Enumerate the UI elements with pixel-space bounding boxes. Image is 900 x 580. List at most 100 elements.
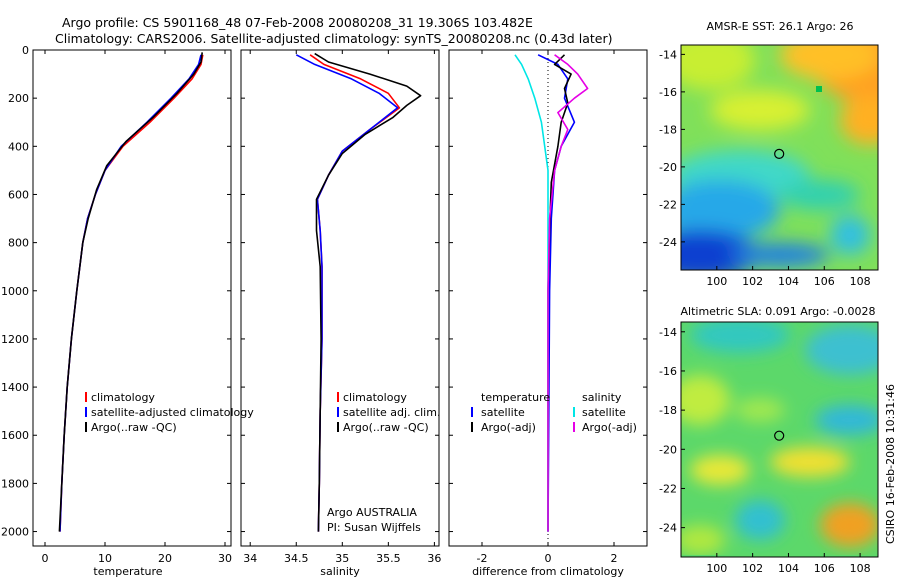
x-tick-label: 100 <box>706 275 727 288</box>
y-tick-label: -14 <box>659 48 677 61</box>
legend-label: Argo(..raw -QC) <box>343 421 429 434</box>
legend-label: Argo(-adj) <box>582 421 637 434</box>
legend-swatch-temp-satellite <box>471 407 473 417</box>
series-line <box>537 54 576 532</box>
y-tick-label: 200 <box>8 92 29 105</box>
legend-swatch-sal-argo <box>573 422 575 432</box>
x-tick-label: 104 <box>778 562 799 575</box>
x-tick-label: 35 <box>335 552 349 565</box>
figure-title-line1: Argo profile: CS 5901168_48 07-Feb-2008 … <box>62 15 533 30</box>
legend-label: satellite adj. clim. <box>343 406 440 419</box>
y-tick-label: -18 <box>659 404 677 417</box>
legend-label: climatology <box>343 391 407 404</box>
float-location-marker <box>774 148 785 159</box>
legend-swatch-argo <box>337 422 339 432</box>
y-tick-label: -20 <box>659 443 677 456</box>
x-tick-label: 0 <box>42 552 49 565</box>
legend-swatch-temp-argo <box>471 422 473 432</box>
x-tick-label: 102 <box>742 275 763 288</box>
series-line <box>59 54 202 532</box>
y-tick-label: 400 <box>8 140 29 153</box>
y-tick-label: 2000 <box>1 526 29 539</box>
y-tick-label: -14 <box>659 326 677 339</box>
y-tick-label: 1000 <box>1 285 29 298</box>
x-tick-label: 10 <box>98 552 112 565</box>
y-tick-label: -20 <box>659 161 677 174</box>
figure-title-line2: Climatology: CARS2006. Satellite-adjuste… <box>55 31 612 46</box>
salinity-xlabel: salinity <box>320 565 360 578</box>
legend-swatch-satellite <box>337 407 339 417</box>
x-tick-label: 104 <box>778 275 799 288</box>
y-tick-label: 1400 <box>1 381 29 394</box>
x-tick-label: 20 <box>158 552 172 565</box>
sst-map-title: AMSR-E SST: 26.1 Argo: 26 <box>706 20 853 33</box>
y-tick-label: -16 <box>659 86 677 99</box>
sst-map-field <box>681 45 878 270</box>
sst-map-frame <box>680 44 879 271</box>
series-line <box>295 54 399 532</box>
legend-label: satellite <box>481 406 525 419</box>
x-tick-label: 35.5 <box>376 552 401 565</box>
sla-map-axes: 100 102 104 106 108 -14 -16 -18 -20 -22 -24 <box>659 326 871 575</box>
x-tick-label: 106 <box>814 275 835 288</box>
series-line <box>59 54 204 532</box>
x-tick-label: 108 <box>850 275 871 288</box>
y-tick-label: 800 <box>8 237 29 250</box>
legend-swatch-argo <box>85 422 87 432</box>
temperature-panel-frame <box>32 49 232 547</box>
y-tick-label: 1600 <box>1 429 29 442</box>
x-tick-label: 2 <box>611 552 618 565</box>
y-tick-label: -24 <box>659 522 677 535</box>
difference-xlabel: difference from climatology <box>472 565 624 578</box>
sst-map-axes: 100 102 104 106 108 -14 -16 -18 -20 -22 -24 <box>659 48 871 288</box>
series-line <box>514 54 549 532</box>
y-tick-label: -16 <box>659 365 677 378</box>
legend-label: satellite-adjusted climatology <box>91 406 254 419</box>
y-tick-label: 0 <box>22 44 29 57</box>
x-tick-label: 100 <box>706 562 727 575</box>
series-line <box>309 54 401 532</box>
legend-label: Argo(-adj) <box>481 421 536 434</box>
float-location-marker <box>774 430 785 441</box>
y-tick-label: -22 <box>659 482 677 495</box>
x-tick-label: 106 <box>814 562 835 575</box>
sla-map-field <box>681 322 878 557</box>
sla-map-frame <box>680 321 879 558</box>
legend-swatch-satellite <box>85 407 87 417</box>
temperature-plot: 0 10 20 30 0 200 400 600 800 1000 1200 1400 1600 1800… <box>1 44 232 565</box>
legend-label: Argo(..raw -QC) <box>91 421 177 434</box>
difference-legend: temperature satellite Argo(-adj) salinit… <box>471 391 637 434</box>
y-tick-label: 1200 <box>1 333 29 346</box>
legend-temperature-title: temperature <box>481 391 550 404</box>
y-tick-label: -24 <box>659 236 677 249</box>
salinity-legend: climatology satellite adj. clim. Argo(..… <box>337 391 440 434</box>
x-tick-label: 102 <box>742 562 763 575</box>
salinity-panel-frame <box>240 49 440 547</box>
x-tick-label: 34.5 <box>284 552 309 565</box>
legend-label: climatology <box>91 391 155 404</box>
y-tick-label: 600 <box>8 188 29 201</box>
x-tick-label: 108 <box>850 562 871 575</box>
legend-label: satellite <box>582 406 626 419</box>
difference-plot: -2 0 2 <box>449 49 647 565</box>
series-line <box>547 54 572 532</box>
temperature-legend: climatology satellite-adjusted climatolo… <box>85 391 254 434</box>
x-tick-label: 36 <box>427 552 441 565</box>
legend-swatch-climatology <box>85 392 87 402</box>
float-pi-annotation: PI: Susan Wijffels <box>327 521 421 534</box>
temperature-xlabel: temperature <box>93 565 162 578</box>
x-tick-label: -2 <box>477 552 488 565</box>
x-tick-label: 0 <box>545 552 552 565</box>
series-line <box>547 54 589 532</box>
float-program-annotation: Argo AUSTRALIA <box>327 506 417 519</box>
sla-map-title: Altimetric SLA: 0.091 Argo: -0.0028 <box>681 305 876 318</box>
y-tick-label: 1800 <box>1 477 29 490</box>
x-tick-label: 34 <box>243 552 257 565</box>
salinity-plot: 34 34.5 35 35.5 36 <box>241 49 441 565</box>
timestamp-stamp: CSIRO 16-Feb-2008 10:31:46 <box>884 384 897 544</box>
y-tick-label: -18 <box>659 123 677 136</box>
y-tick-label: -22 <box>659 198 677 211</box>
x-tick-label: 30 <box>218 552 232 565</box>
series-line <box>314 52 422 532</box>
